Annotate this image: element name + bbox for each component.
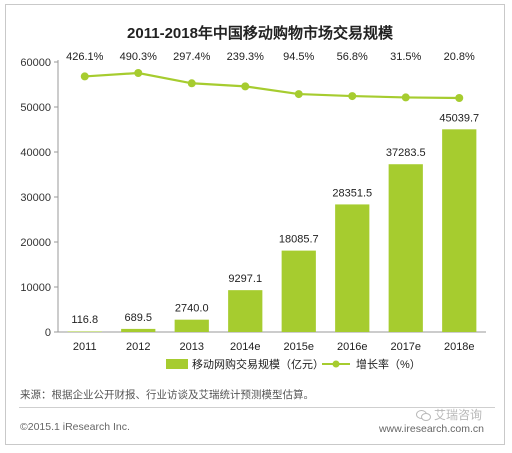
growth-rate-point bbox=[348, 92, 357, 101]
bar-value-label: 116.8 bbox=[71, 314, 98, 326]
growth-rate-label: 31.5% bbox=[390, 51, 421, 63]
growth-rate-point bbox=[241, 82, 250, 91]
x-tick-label: 2011 bbox=[73, 341, 97, 353]
bar bbox=[67, 331, 102, 332]
bar-value-label: 37283.5 bbox=[386, 147, 426, 159]
bar bbox=[174, 319, 209, 332]
growth-rate-point bbox=[187, 79, 196, 88]
watermark: 艾瑞咨询 bbox=[415, 406, 482, 423]
growth-rate-point bbox=[294, 90, 303, 99]
website-text: www.iresearch.com.cn bbox=[378, 423, 484, 435]
chart-frame: 2011-2018年中国移动购物市场交易规模 0 10000 20000 30000 40… bbox=[5, 4, 505, 445]
x-tick-label: 2014e bbox=[230, 341, 261, 353]
x-tick-label: 2012 bbox=[126, 341, 150, 353]
legend-bar-swatch bbox=[166, 359, 188, 369]
x-tick-label: 2013 bbox=[180, 341, 204, 353]
bar-value-label: 45039.7 bbox=[439, 112, 479, 124]
bar-value-label: 2740.0 bbox=[175, 303, 209, 315]
growth-rate-point bbox=[134, 69, 143, 77]
growth-rate-point bbox=[401, 93, 410, 102]
footer-divider bbox=[19, 407, 495, 408]
growth-rate-label: 297.4% bbox=[173, 51, 211, 63]
legend-bar-label: 移动网购交易规模（亿元） bbox=[192, 357, 324, 371]
bar bbox=[228, 290, 263, 332]
legend-line-label: 增长率（%） bbox=[356, 357, 421, 371]
y-tick-label: 20000 bbox=[20, 237, 51, 249]
bar bbox=[335, 204, 370, 332]
y-tick-label: 30000 bbox=[20, 192, 51, 204]
bar-value-label: 9297.1 bbox=[228, 273, 262, 285]
copyright-text: ©2015.1 iResearch Inc. bbox=[20, 421, 130, 433]
chart: 2011-2018年中国移动购物市场交易规模 0 10000 20000 30000 40… bbox=[20, 24, 486, 371]
watermark-text: 艾瑞咨询 bbox=[433, 408, 482, 422]
wechat-icon bbox=[415, 409, 431, 421]
y-tick-label: 50000 bbox=[20, 102, 51, 114]
y-tick-label: 10000 bbox=[20, 282, 51, 294]
bar-value-label: 689.5 bbox=[124, 312, 152, 324]
growth-rate-label: 56.8% bbox=[337, 51, 368, 63]
x-tick-label: 2017e bbox=[390, 341, 421, 353]
x-tick-label: 2018e bbox=[444, 341, 475, 353]
bar-value-label: 18085.7 bbox=[279, 234, 319, 246]
x-tick-label: 2015e bbox=[283, 341, 314, 353]
chart-title: 2011-2018年中国移动购物市场交易规模 bbox=[127, 24, 394, 42]
legend-line-marker bbox=[332, 360, 340, 368]
growth-rate-point bbox=[80, 72, 89, 81]
growth-rate-line bbox=[84, 71, 460, 100]
growth-rate-label: 20.8% bbox=[444, 51, 475, 63]
y-tick-label: 0 bbox=[45, 327, 51, 339]
bar bbox=[121, 328, 156, 332]
y-tick-label: 40000 bbox=[20, 147, 51, 159]
y-tick-label: 60000 bbox=[20, 57, 51, 69]
bar bbox=[281, 250, 316, 332]
growth-rate-label: 94.5% bbox=[283, 51, 314, 63]
growth-rate-point bbox=[455, 94, 464, 102]
growth-rate-label: 490.3% bbox=[120, 51, 158, 63]
bar bbox=[442, 129, 477, 332]
bar bbox=[388, 164, 423, 332]
x-tick-label: 2016e bbox=[337, 341, 368, 353]
growth-rate-label: 426.1% bbox=[66, 51, 104, 63]
bar-value-label: 28351.5 bbox=[332, 187, 372, 199]
source-note: 来源：根据企业公开财报、行业访谈及艾瑞统计预测模型估算。 bbox=[20, 389, 314, 401]
growth-rate-label: 239.3% bbox=[227, 51, 265, 63]
